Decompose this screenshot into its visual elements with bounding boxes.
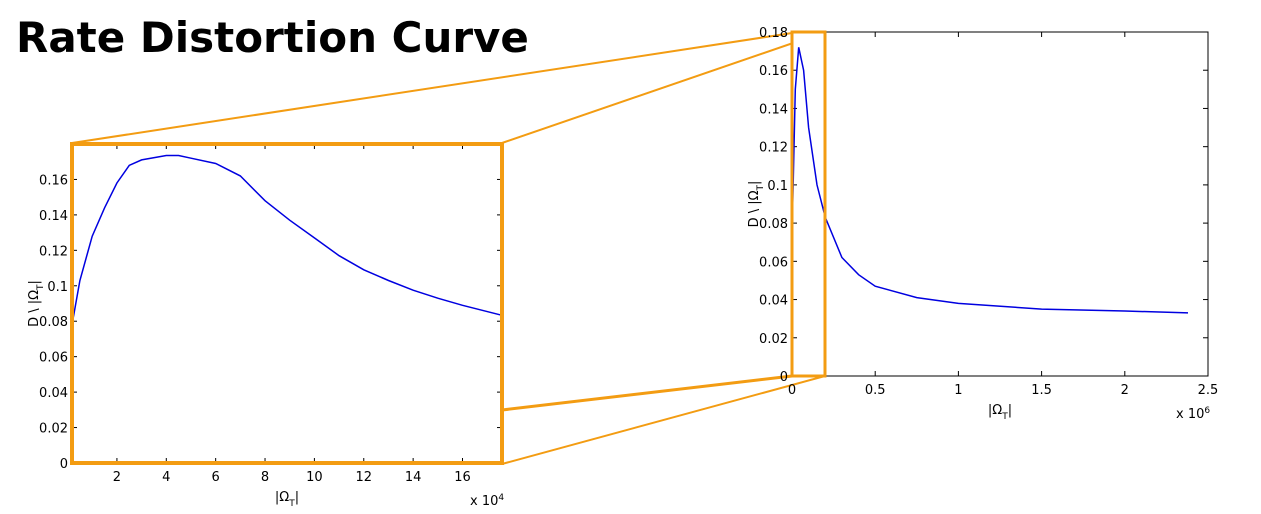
x-axis-label: |ΩT| xyxy=(988,403,1012,422)
x-tick-label: 2 xyxy=(1121,383,1129,398)
x-tick-label: 0 xyxy=(788,383,796,398)
y-tick-label: 0.16 xyxy=(759,64,788,79)
x-tick-label: 16 xyxy=(454,470,471,485)
y-axis-label: D \ |ΩT| xyxy=(747,181,766,228)
y-axis-label-part: D \ |Ω xyxy=(27,290,42,327)
plot-area xyxy=(792,32,1208,376)
plot-area xyxy=(72,144,502,463)
x-axis-label-part: |Ω xyxy=(988,403,1002,418)
y-tick-label: 0.04 xyxy=(39,386,68,401)
x-multiplier: x 106 xyxy=(1176,406,1210,422)
zoom-box xyxy=(790,30,827,378)
y-axis-label-part: | xyxy=(27,280,42,284)
y-tick-label: 0.14 xyxy=(39,209,68,224)
y-tick-label: 0.06 xyxy=(759,255,788,270)
x-multiplier-part: 6 xyxy=(1204,406,1210,416)
x-axis-label-part: | xyxy=(1008,403,1012,418)
y-axis-label-part: D \ |Ω xyxy=(747,190,762,227)
y-axis-label-part: | xyxy=(747,181,762,185)
curve xyxy=(71,154,502,325)
y-tick-label: 0.12 xyxy=(39,244,68,259)
x-tick-label: 12 xyxy=(355,470,372,485)
y-tick-label: 0.08 xyxy=(39,315,68,330)
x-tick-label: 2.5 xyxy=(1198,383,1219,398)
y-tick-label: 0.14 xyxy=(759,102,788,117)
y-tick-label: 0 xyxy=(780,370,788,385)
y-tick-label: 0.02 xyxy=(39,422,68,437)
connector xyxy=(71,32,793,144)
x-multiplier: x 104 xyxy=(470,493,504,509)
y-axis-label-part: T xyxy=(756,184,766,191)
x-axis-label-part: T xyxy=(288,499,295,509)
y-tick-label: 0.02 xyxy=(759,332,788,347)
x-multiplier-part: x 10 xyxy=(470,494,498,509)
slide-title: Rate Distortion Curve xyxy=(16,13,529,62)
x-tick-label: 14 xyxy=(405,470,422,485)
y-tick-label: 0.18 xyxy=(759,26,788,41)
y-tick-label: 0.16 xyxy=(39,173,68,188)
x-axis-label: |ΩT| xyxy=(275,490,299,509)
x-tick-label: 10 xyxy=(306,470,323,485)
y-tick-label: 0.08 xyxy=(759,217,788,232)
x-tick-label: 8 xyxy=(261,470,269,485)
x-tick-label: 4 xyxy=(162,470,170,485)
x-tick-label: 1.5 xyxy=(1031,383,1052,398)
y-tick-label: 0.06 xyxy=(39,351,68,366)
y-tick-label: 0 xyxy=(60,457,68,472)
x-multiplier-part: x 10 xyxy=(1176,407,1204,422)
connector xyxy=(501,375,826,465)
axes-frame xyxy=(70,142,504,465)
x-axis-label-part: T xyxy=(1001,412,1008,422)
y-tick-label: 0.1 xyxy=(767,179,788,194)
y-axis-label-part: T xyxy=(36,284,46,291)
connector xyxy=(501,31,826,144)
x-tick-label: 2 xyxy=(113,470,121,485)
zoom-connectors xyxy=(71,31,826,465)
y-tick-label: 0.12 xyxy=(759,141,788,156)
x-axis-label-part: |Ω xyxy=(275,490,289,505)
x-tick-label: 1 xyxy=(954,383,962,398)
y-tick-label: 0.04 xyxy=(759,294,788,309)
x-tick-label: 6 xyxy=(212,470,220,485)
x-multiplier-part: 4 xyxy=(498,493,504,503)
x-tick-label: 0.5 xyxy=(865,383,886,398)
y-tick-label: 0.1 xyxy=(47,280,68,295)
x-axis-label-part: | xyxy=(295,490,299,505)
connector xyxy=(501,374,793,412)
y-axis-label: D \ |ΩT| xyxy=(27,280,46,327)
curve xyxy=(791,47,1189,314)
